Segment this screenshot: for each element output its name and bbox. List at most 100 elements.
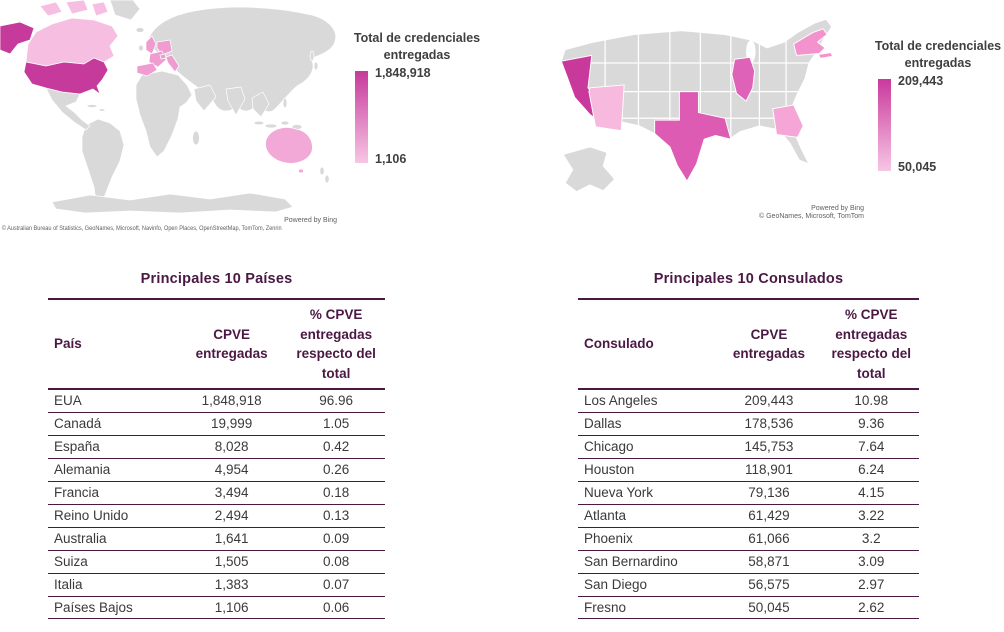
consulate-name: Chicago <box>578 435 715 460</box>
country-name: EUA <box>48 389 177 414</box>
country-name: Australia <box>48 527 177 551</box>
consulates-table-title: Principales 10 Consulados <box>653 271 844 287</box>
table-row[interactable]: Los Angeles 209,443 10.98 <box>578 389 919 414</box>
region-southeast-asia <box>251 91 270 118</box>
island-sumatra <box>253 120 265 126</box>
pct-value: 3.22 <box>823 504 919 528</box>
table-row[interactable]: San Diego 56,575 2.97 <box>578 573 919 597</box>
column-header-pct[interactable]: % CPVE entregadas respecto del total <box>823 297 919 391</box>
table-row[interactable]: Houston 118,901 6.24 <box>578 458 919 482</box>
country-canada[interactable] <box>25 0 119 67</box>
table-row[interactable]: Países Bajos 1,106 0.06 <box>48 596 385 620</box>
table-row[interactable]: EUA 1,848,918 96.96 <box>48 389 385 414</box>
state-texas[interactable] <box>654 91 732 182</box>
island-new-zealand-south <box>324 174 330 184</box>
pct-value: 0.26 <box>287 458 385 482</box>
table-row[interactable]: Atlanta 61,429 3.22 <box>578 504 919 528</box>
consulate-name: Los Angeles <box>578 389 715 414</box>
consulate-name: Dallas <box>578 412 715 437</box>
country-name: Países Bajos <box>48 596 177 620</box>
legend-max-value: 1,848,918 <box>375 65 431 80</box>
continent-south-america <box>81 118 125 205</box>
column-header-cpve[interactable]: CPVE entregadas <box>176 297 288 391</box>
table-row[interactable]: Reino Unido 2,494 0.13 <box>48 504 385 528</box>
color-scale-bar <box>878 78 891 171</box>
region-india <box>225 86 246 116</box>
state-georgia[interactable] <box>772 104 804 138</box>
pct-value: 0.42 <box>287 435 385 460</box>
table-row[interactable]: Alemania 4,954 0.26 <box>48 458 385 482</box>
table-row[interactable]: Nueva York 79,136 4.15 <box>578 481 919 505</box>
pct-value: 2.97 <box>823 573 919 597</box>
island-japan-north <box>309 50 315 62</box>
countries-europe-highlighted[interactable] <box>136 35 180 77</box>
table-row[interactable]: España 8,028 0.42 <box>48 435 385 460</box>
country-usa[interactable] <box>0 21 109 95</box>
cpve-value: 56,575 <box>714 573 824 597</box>
island-caribbean <box>98 108 106 112</box>
island-iceland <box>135 27 145 33</box>
cpve-value: 79,136 <box>714 481 824 505</box>
cpve-value: 209,443 <box>714 389 824 414</box>
pct-value: 1.05 <box>287 412 385 437</box>
country-name: Suiza <box>48 550 177 574</box>
state-arizona[interactable] <box>588 84 625 132</box>
cpve-value: 61,066 <box>714 527 824 551</box>
pct-value: 0.08 <box>287 550 385 574</box>
consulate-name: Atlanta <box>578 504 715 528</box>
cpve-value: 19,999 <box>176 412 288 437</box>
table-row[interactable]: Dallas 178,536 9.36 <box>578 412 919 437</box>
country-australia[interactable] <box>265 127 313 174</box>
pct-value: 96.96 <box>287 389 385 414</box>
table-row[interactable]: Chicago 145,753 7.64 <box>578 435 919 460</box>
map-attribution: © Australian Bureau of Statistics, GeoNa… <box>1 225 282 232</box>
table-row[interactable]: Francia 3,494 0.18 <box>48 481 385 505</box>
column-header-cpve[interactable]: CPVE entregadas <box>714 297 824 391</box>
color-scale-bar <box>355 70 368 163</box>
us-choropleth-map <box>560 18 834 193</box>
country-reino-unido <box>145 35 157 55</box>
state-new-york[interactable] <box>793 28 834 59</box>
legend-title: Total de credenciales entregadas <box>874 39 1002 70</box>
legend-min-value: 50,045 <box>898 159 937 174</box>
pct-value: 0.13 <box>287 504 385 528</box>
countries-table-title: Principales 10 Países <box>140 271 293 287</box>
country-name: España <box>48 435 177 460</box>
table-row[interactable]: Italia 1,383 0.07 <box>48 573 385 597</box>
legend-title: Total de credenciales entregadas <box>353 31 481 62</box>
cpve-value: 1,106 <box>176 596 288 620</box>
consulate-name: Houston <box>578 458 715 482</box>
cpve-value: 1,848,918 <box>176 389 288 414</box>
island-japan-south <box>313 61 319 71</box>
table-row[interactable]: Suiza 1,505 0.08 <box>48 550 385 574</box>
continent-eurasia <box>147 6 336 112</box>
pct-value: 7.64 <box>823 435 919 460</box>
pct-value: 0.09 <box>287 527 385 551</box>
island-java <box>264 123 278 129</box>
cpve-value: 61,429 <box>714 504 824 528</box>
column-header-pais[interactable]: País <box>48 297 177 391</box>
cpve-value: 58,871 <box>714 550 824 574</box>
continent-africa <box>135 70 193 158</box>
country-suiza <box>159 53 167 60</box>
cpve-value: 1,505 <box>176 550 288 574</box>
countries-table-panel: Principales 10 Países País CPVE entregad… <box>48 271 385 620</box>
country-name: Canadá <box>48 412 177 437</box>
us-map-panel: Powered by Bing © GeoNames, Microsoft, T… <box>540 4 880 220</box>
countries-table: País CPVE entregadas % CPVE entregadas r… <box>48 297 385 620</box>
powered-by-bing: Powered by Bing <box>811 205 864 212</box>
consulate-name: Nueva York <box>578 481 715 505</box>
table-row[interactable]: Phoenix 61,066 3.2 <box>578 527 919 551</box>
country-espana <box>136 62 158 77</box>
state-illinois[interactable] <box>731 56 756 102</box>
continent-greenland <box>109 0 141 21</box>
consulates-table-panel: Principales 10 Consulados Consulado CPVE… <box>578 271 919 620</box>
column-header-consulado[interactable]: Consulado <box>578 297 715 391</box>
map-attribution: © GeoNames, Microsoft, TomTom <box>759 213 864 220</box>
table-row[interactable]: Fresno 50,045 2.62 <box>578 596 919 620</box>
table-row[interactable]: San Bernardino 58,871 3.09 <box>578 550 919 574</box>
table-row[interactable]: Australia 1,641 0.09 <box>48 527 385 551</box>
country-name: Alemania <box>48 458 177 482</box>
column-header-pct[interactable]: % CPVE entregadas respecto del total <box>287 297 385 391</box>
table-row[interactable]: Canadá 19,999 1.05 <box>48 412 385 437</box>
